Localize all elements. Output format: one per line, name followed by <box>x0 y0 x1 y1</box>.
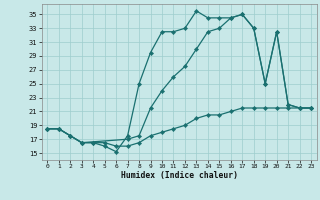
X-axis label: Humidex (Indice chaleur): Humidex (Indice chaleur) <box>121 171 238 180</box>
